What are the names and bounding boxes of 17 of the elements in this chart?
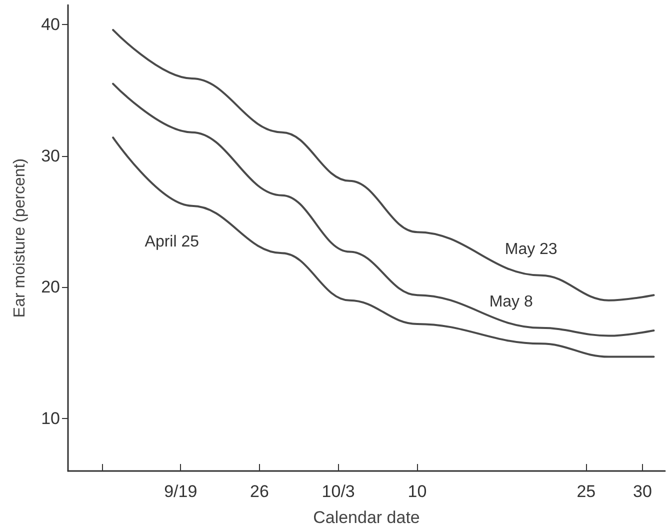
x-tick-label: 10: [408, 482, 427, 501]
y-tick-label: 40: [41, 15, 60, 34]
x-tick-label: 9/19: [164, 482, 198, 501]
series-label: May 8: [489, 293, 533, 310]
x-axis-title: Calendar date: [313, 508, 420, 527]
line-series: [112, 136, 655, 358]
x-tick-label: 26: [250, 482, 269, 501]
y-tick-label: 20: [41, 278, 60, 297]
y-tick-label: 30: [41, 146, 60, 166]
x-tick-label: 30: [633, 482, 652, 501]
x-tick-label: 10/3: [322, 482, 355, 501]
series-label: April 25: [144, 233, 200, 250]
y-axis-title: Ear moisture (percent): [12, 158, 28, 318]
line-series: [112, 82, 655, 337]
y-tick-label: 10: [41, 408, 60, 428]
x-tick-label: 25: [576, 482, 596, 501]
series-label: May 23: [504, 240, 558, 258]
